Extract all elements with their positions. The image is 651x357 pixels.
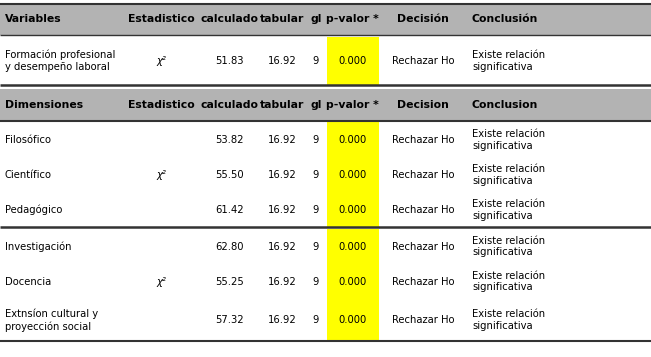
Text: 0.000: 0.000 xyxy=(339,56,367,66)
Text: 16.92: 16.92 xyxy=(268,170,297,180)
Text: χ²: χ² xyxy=(157,277,167,287)
Bar xyxy=(0,4,651,35)
Text: 9: 9 xyxy=(312,170,319,180)
Text: Existe relación
significativa: Existe relación significativa xyxy=(472,271,545,292)
Text: 0.000: 0.000 xyxy=(339,277,367,287)
Text: Rechazar Ho: Rechazar Ho xyxy=(392,242,454,252)
Text: calculado: calculado xyxy=(201,100,258,110)
Text: Existe relación
significativa: Existe relación significativa xyxy=(472,50,545,72)
Text: 16.92: 16.92 xyxy=(268,242,297,252)
Text: p-valor *: p-valor * xyxy=(326,14,380,24)
Text: Existe relación
significativa: Existe relación significativa xyxy=(472,310,545,331)
Text: 16.92: 16.92 xyxy=(268,277,297,287)
Text: 61.42: 61.42 xyxy=(215,205,243,215)
Text: 9: 9 xyxy=(312,277,319,287)
Text: Existe relación
significativa: Existe relación significativa xyxy=(472,164,545,186)
Text: Rechazar Ho: Rechazar Ho xyxy=(392,315,454,325)
Text: 57.32: 57.32 xyxy=(215,315,243,325)
Text: Existe relación
significativa: Existe relación significativa xyxy=(472,236,545,257)
Text: 0.000: 0.000 xyxy=(339,135,367,145)
Text: Extnsíon cultural y
proyección social: Extnsíon cultural y proyección social xyxy=(5,309,98,332)
Bar xyxy=(0,157,651,192)
Text: Decisión: Decisión xyxy=(397,14,449,24)
Bar xyxy=(327,229,379,264)
Bar xyxy=(0,299,651,341)
Text: 9: 9 xyxy=(312,56,319,66)
Text: gl: gl xyxy=(310,100,322,110)
Text: calculado: calculado xyxy=(201,14,258,24)
Bar xyxy=(327,264,379,299)
Bar xyxy=(0,192,651,227)
Text: 0.000: 0.000 xyxy=(339,170,367,180)
Bar xyxy=(0,89,651,121)
Text: 55.25: 55.25 xyxy=(215,277,244,287)
Text: tabular: tabular xyxy=(260,14,305,24)
Bar xyxy=(0,264,651,299)
Text: Variables: Variables xyxy=(5,14,61,24)
Text: 55.50: 55.50 xyxy=(215,170,243,180)
Text: 0.000: 0.000 xyxy=(339,315,367,325)
Text: 62.80: 62.80 xyxy=(215,242,243,252)
Text: Estadistico: Estadistico xyxy=(128,100,195,110)
Text: 9: 9 xyxy=(312,135,319,145)
Text: Conclusión: Conclusión xyxy=(472,14,538,24)
Text: Científico: Científico xyxy=(5,170,51,180)
Text: 16.92: 16.92 xyxy=(268,205,297,215)
Text: 0.000: 0.000 xyxy=(339,242,367,252)
Text: 9: 9 xyxy=(312,315,319,325)
Text: 16.92: 16.92 xyxy=(268,135,297,145)
Text: Docencia: Docencia xyxy=(5,277,51,287)
Text: Rechazar Ho: Rechazar Ho xyxy=(392,56,454,66)
Bar xyxy=(327,37,379,85)
Text: Conclusion: Conclusion xyxy=(472,100,538,110)
Text: Estadistico: Estadistico xyxy=(128,14,195,24)
Bar xyxy=(327,122,379,157)
Text: 51.83: 51.83 xyxy=(215,56,243,66)
Text: Existe relación
significativa: Existe relación significativa xyxy=(472,129,545,151)
Text: 0.000: 0.000 xyxy=(339,205,367,215)
Bar xyxy=(0,122,651,157)
Text: Investigación: Investigación xyxy=(5,241,71,252)
Text: 53.82: 53.82 xyxy=(215,135,243,145)
Text: Rechazar Ho: Rechazar Ho xyxy=(392,170,454,180)
Bar xyxy=(0,37,651,85)
Text: gl: gl xyxy=(310,14,322,24)
Text: χ²: χ² xyxy=(157,56,167,66)
Text: 16.92: 16.92 xyxy=(268,315,297,325)
Text: Decision: Decision xyxy=(397,100,449,110)
Text: χ²: χ² xyxy=(157,170,167,180)
Bar xyxy=(327,299,379,341)
Text: Pedagógico: Pedagógico xyxy=(5,205,62,215)
Text: 9: 9 xyxy=(312,242,319,252)
Text: Rechazar Ho: Rechazar Ho xyxy=(392,205,454,215)
Bar xyxy=(327,157,379,192)
Bar xyxy=(327,192,379,227)
Text: Rechazar Ho: Rechazar Ho xyxy=(392,277,454,287)
Bar xyxy=(0,229,651,264)
Text: tabular: tabular xyxy=(260,100,305,110)
Text: Filosófico: Filosófico xyxy=(5,135,51,145)
Text: Formación profesional
y desempeño laboral: Formación profesional y desempeño labora… xyxy=(5,50,115,72)
Text: 9: 9 xyxy=(312,205,319,215)
Text: Rechazar Ho: Rechazar Ho xyxy=(392,135,454,145)
Text: 16.92: 16.92 xyxy=(268,56,297,66)
Text: p-valor *: p-valor * xyxy=(326,100,380,110)
Text: Dimensiones: Dimensiones xyxy=(5,100,83,110)
Text: Existe relación
significativa: Existe relación significativa xyxy=(472,199,545,221)
